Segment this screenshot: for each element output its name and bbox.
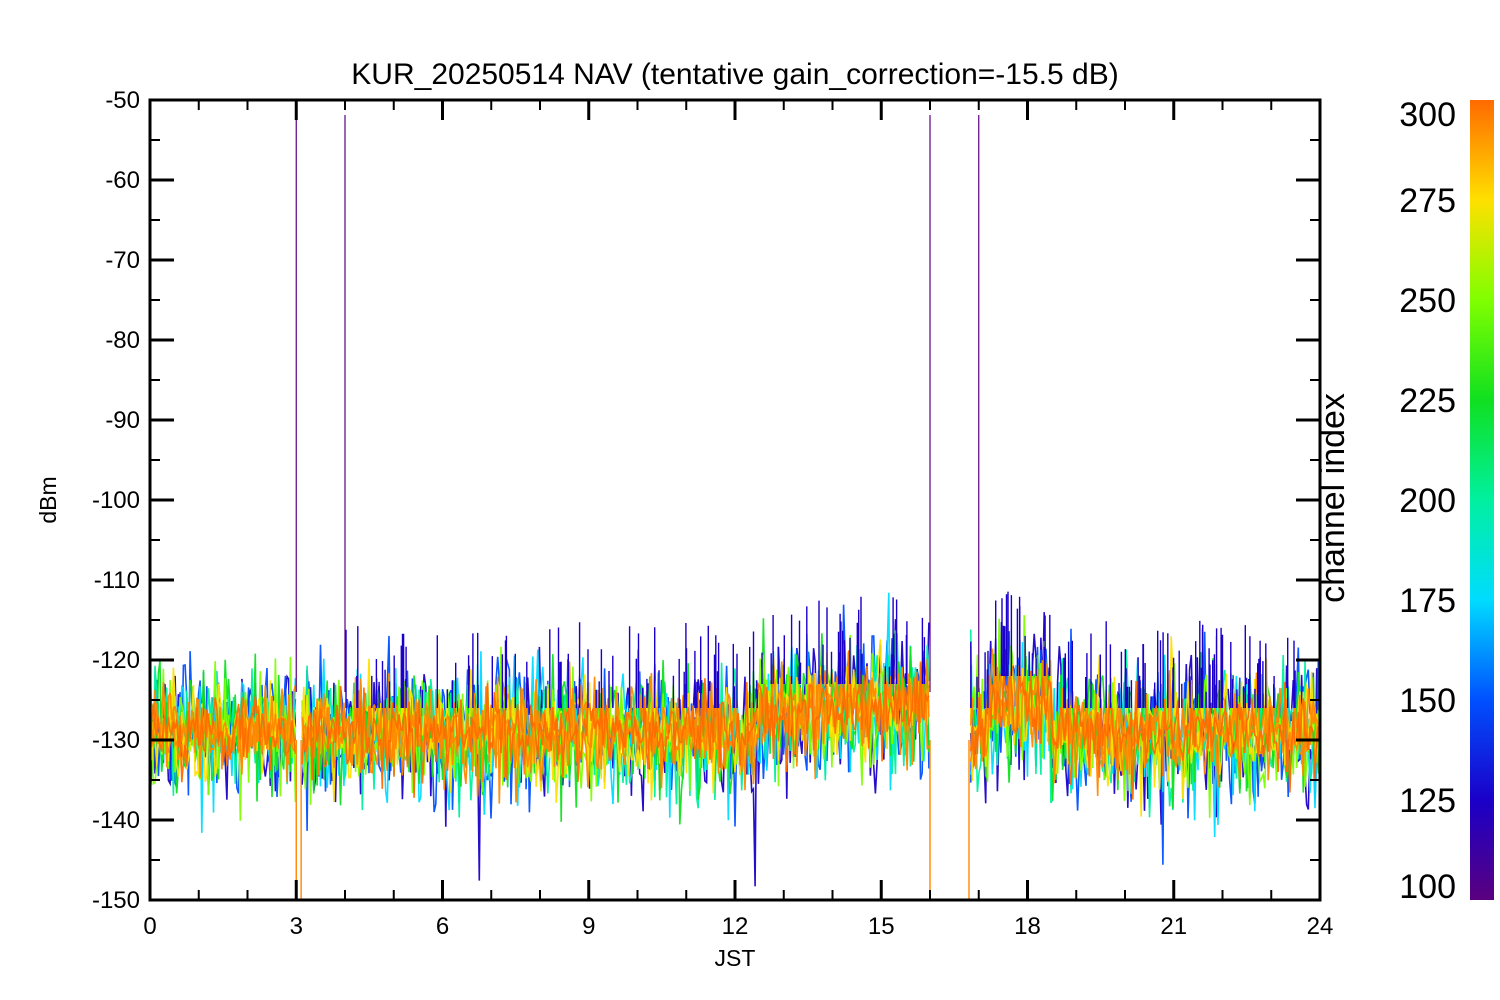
y-tick-label: -90	[105, 407, 140, 434]
x-tick-label: 9	[582, 913, 595, 940]
colorbar-tick-label: 125	[1399, 782, 1456, 820]
x-tick-label: 15	[868, 913, 895, 940]
colorbar-tick-label: 250	[1399, 282, 1456, 320]
colorbar-tick-label: 275	[1399, 182, 1456, 220]
chart-title: KUR_20250514 NAV (tentative gain_correct…	[351, 58, 1118, 91]
x-tick-label: 3	[290, 913, 303, 940]
x-tick-label: 6	[436, 913, 449, 940]
colorbar-tick-label: 200	[1399, 482, 1456, 520]
colorbar	[1470, 100, 1494, 900]
y-tick-label: -100	[92, 487, 140, 514]
x-tick-label: 0	[143, 913, 156, 940]
y-tick-label: -130	[92, 727, 140, 754]
x-axis: 0 3 6 9 12 15 18 21 24	[143, 100, 1333, 940]
x-tick-label: 21	[1160, 913, 1187, 940]
y-axis: -50 -60 -70 -80 -90 -100 -110 -120 -130 -140 -150	[92, 87, 1320, 914]
channel-trace	[149, 650, 1321, 800]
plot-area	[149, 115, 1321, 900]
x-tick-label: 24	[1307, 913, 1334, 940]
y-tick-label: -60	[105, 167, 140, 194]
y-tick-label: -110	[94, 567, 140, 594]
colorbar-tick-label: 300	[1399, 96, 1456, 134]
y-tick-label: -140	[92, 807, 140, 834]
y-axis-label: dBm	[35, 476, 61, 523]
y-tick-label: -50	[105, 87, 140, 114]
x-tick-label: 12	[722, 913, 749, 940]
colorbar-ticks: 300 275 250 225 200 175 150 125 100	[1399, 96, 1456, 906]
colorbar-tick-label: 225	[1399, 382, 1456, 420]
y-tick-label: -120	[92, 647, 140, 674]
colorbar-tick-label: 100	[1399, 868, 1456, 906]
colorbar-label: channel index	[1314, 393, 1352, 603]
y-tick-label: -70	[105, 247, 140, 274]
x-axis-label: JST	[715, 945, 756, 971]
y-tick-label: -80	[105, 327, 140, 354]
y-tick-label: -150	[92, 887, 140, 914]
colorbar-tick-label: 175	[1399, 582, 1456, 620]
spike-traces	[345, 591, 1296, 708]
x-tick-label: 18	[1014, 913, 1041, 940]
colorbar-tick-label: 150	[1399, 682, 1456, 720]
